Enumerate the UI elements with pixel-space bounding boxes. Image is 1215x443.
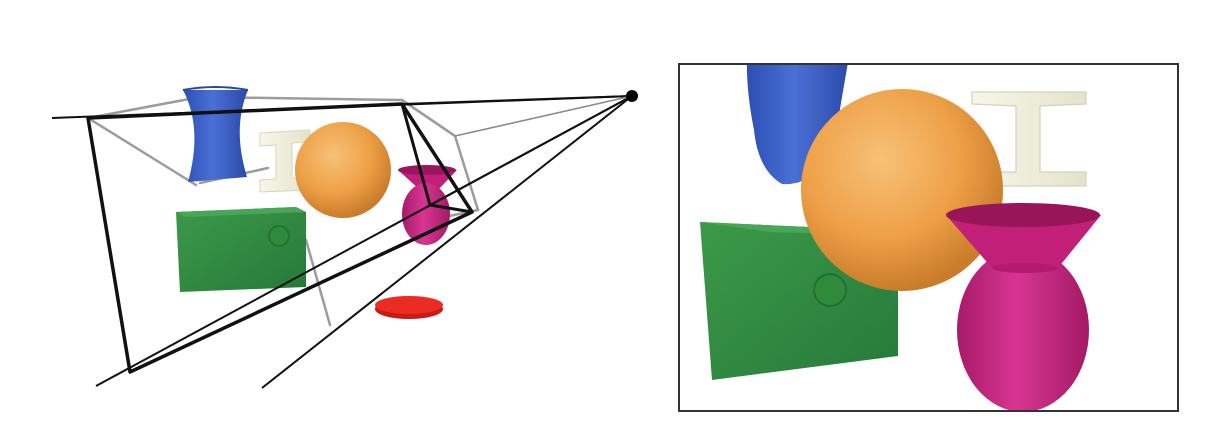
blue-vase-left	[182, 86, 249, 182]
ivory-beam-right	[970, 91, 1087, 187]
camera-view-border	[678, 63, 1179, 412]
left-panel	[51, 86, 638, 389]
green-cube-left	[176, 207, 306, 292]
eye-point	[626, 90, 638, 102]
red-disc-left	[375, 296, 443, 319]
projection-rays	[51, 95, 633, 389]
right-panel	[678, 63, 1179, 412]
magenta-vase-right	[946, 203, 1101, 411]
orange-sphere-left	[295, 122, 391, 218]
orange-sphere-right	[801, 89, 1003, 291]
